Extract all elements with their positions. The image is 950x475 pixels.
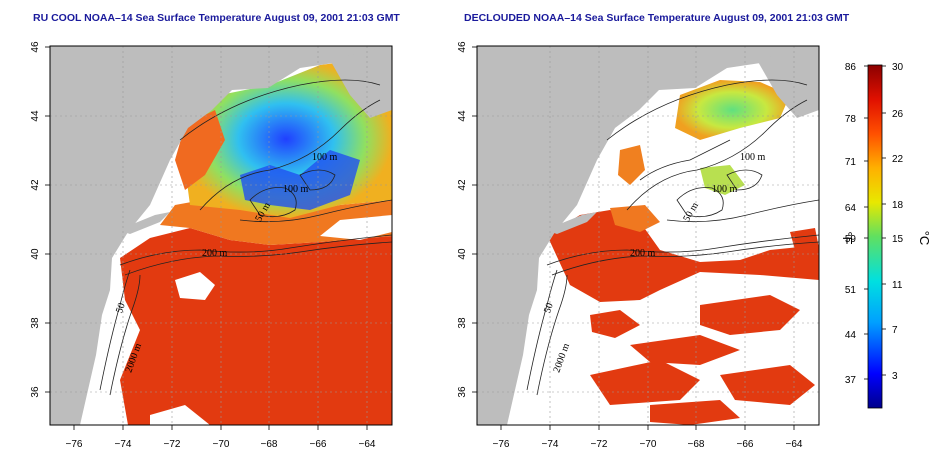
right-axis-ticks: [472, 46, 795, 430]
right-gridlines: [477, 46, 819, 425]
right-warm-patch-2: [700, 295, 800, 335]
left-y-tick-40: 40: [30, 248, 41, 260]
left-x-tick-68: −68: [261, 439, 278, 450]
colorbar-f-tick-86: 86: [845, 62, 857, 73]
right-x-tick-70: −70: [640, 439, 657, 450]
right-y-tick-46: 46: [457, 41, 468, 53]
colorbar-c-tick-26: 26: [892, 109, 904, 120]
right-y-tick-44: 44: [457, 110, 468, 122]
right-x-tick-72: −72: [591, 439, 608, 450]
right-cool-region: [675, 80, 790, 140]
left-bathymetry-contours: [99, 79, 392, 396]
left-land: [50, 46, 392, 425]
colorbar-gradient: [867, 64, 883, 409]
left-x-tick-70: −70: [213, 439, 230, 450]
left-contour-label-200m: 200 m: [202, 248, 228, 259]
right-contour-label-100m-b: 100 m: [712, 184, 738, 195]
left-contour-label-100m-a: 100 m: [312, 152, 338, 163]
right-warm-patch-3: [630, 335, 740, 365]
left-x-tick-64: −64: [359, 439, 376, 450]
right-warm-patch-5: [720, 365, 815, 405]
right-y-tick-40: 40: [457, 248, 468, 260]
left-contour-label-50: 50: [114, 302, 128, 315]
right-land: [477, 46, 819, 425]
left-x-tick-66: −66: [310, 439, 327, 450]
right-warm-patch-4: [590, 360, 700, 405]
left-axis-ticks: [45, 46, 368, 430]
left-x-tick-72: −72: [164, 439, 181, 450]
colorbar-unit-fahrenheit: °F: [840, 231, 855, 244]
colorbar-c-tick-7: 7: [892, 325, 898, 336]
right-panel-title: DECLOUDED NOAA–14 Sea Surface Temperatur…: [464, 12, 850, 24]
right-x-tick-64: −64: [786, 439, 803, 450]
colorbar-unit-celsius: °C: [917, 231, 932, 246]
left-x-tick-76: −76: [66, 439, 83, 450]
colorbar-c-tick-11: 11: [892, 280, 903, 291]
colorbar-c-tick-22: 22: [892, 154, 904, 165]
right-y-tick-38: 38: [457, 317, 468, 329]
left-cloud-1: [175, 272, 215, 300]
left-x-tick-74: −74: [115, 439, 132, 450]
left-nova-scotia: [330, 46, 392, 118]
colorbar-c-tick-3: 3: [892, 371, 898, 382]
right-contour-label-200m: 200 m: [630, 248, 656, 259]
left-cloud-3: [150, 405, 210, 425]
right-x-tick-66: −66: [737, 439, 754, 450]
right-warm-east: [790, 228, 819, 250]
left-warm-water: [120, 228, 392, 425]
colorbar: 86 78 71 64 59 51 44 37 30 26 22 18 15 1…: [840, 62, 932, 409]
right-y-tick-36: 36: [457, 386, 468, 398]
left-y-tick-36: 36: [30, 386, 41, 398]
left-warm-coast-north: [175, 110, 225, 190]
left-long-island: [118, 212, 170, 234]
right-orange-shelf: [610, 205, 660, 232]
left-cold-core: [240, 150, 360, 210]
right-warm-water: [547, 210, 819, 302]
colorbar-f-tick-64: 64: [845, 203, 857, 214]
right-long-island: [545, 212, 597, 234]
right-contour-label-100m-a: 100 m: [740, 152, 766, 163]
right-x-tick-76: −76: [493, 439, 510, 450]
right-bathymetry-contours: [526, 79, 819, 396]
right-x-tick-74: −74: [542, 439, 559, 450]
colorbar-c-tick-30: 30: [892, 62, 904, 73]
right-warm-coast-north: [618, 145, 645, 185]
left-y-tick-46: 46: [30, 41, 41, 53]
left-gridlines: [50, 46, 392, 425]
right-x-tick-68: −68: [688, 439, 705, 450]
colorbar-c-tick-15: 15: [892, 234, 904, 245]
colorbar-c-tick-18: 18: [892, 200, 904, 211]
left-panel-title: RU COOL NOAA–14 Sea Surface Temperature …: [33, 12, 400, 24]
right-map-panel: 200 m 100 m 100 m 50 m 50 2000 m −76 −74…: [457, 41, 820, 450]
left-y-tick-38: 38: [30, 317, 41, 329]
colorbar-f-tick-78: 78: [845, 114, 857, 125]
left-map-panel: 200 m 100 m 100 m 50 m 50 2000 m −76 −74…: [30, 41, 393, 450]
right-warm-patch-1: [590, 310, 640, 338]
colorbar-f-tick-44: 44: [845, 330, 857, 341]
right-nova-scotia: [757, 46, 819, 118]
left-y-tick-44: 44: [30, 110, 41, 122]
right-y-tick-42: 42: [457, 179, 468, 191]
left-y-tick-42: 42: [30, 179, 41, 191]
colorbar-f-tick-37: 37: [845, 375, 857, 386]
right-contour-label-50: 50: [542, 302, 556, 315]
colorbar-ticks: [864, 65, 886, 380]
left-contour-label-100m-b: 100 m: [283, 184, 309, 195]
colorbar-f-tick-71: 71: [845, 157, 857, 168]
right-warm-patch-6: [650, 400, 740, 425]
left-cloud-2: [320, 215, 392, 240]
colorbar-f-tick-59: 59: [845, 234, 857, 245]
colorbar-f-tick-51: 51: [845, 285, 857, 296]
